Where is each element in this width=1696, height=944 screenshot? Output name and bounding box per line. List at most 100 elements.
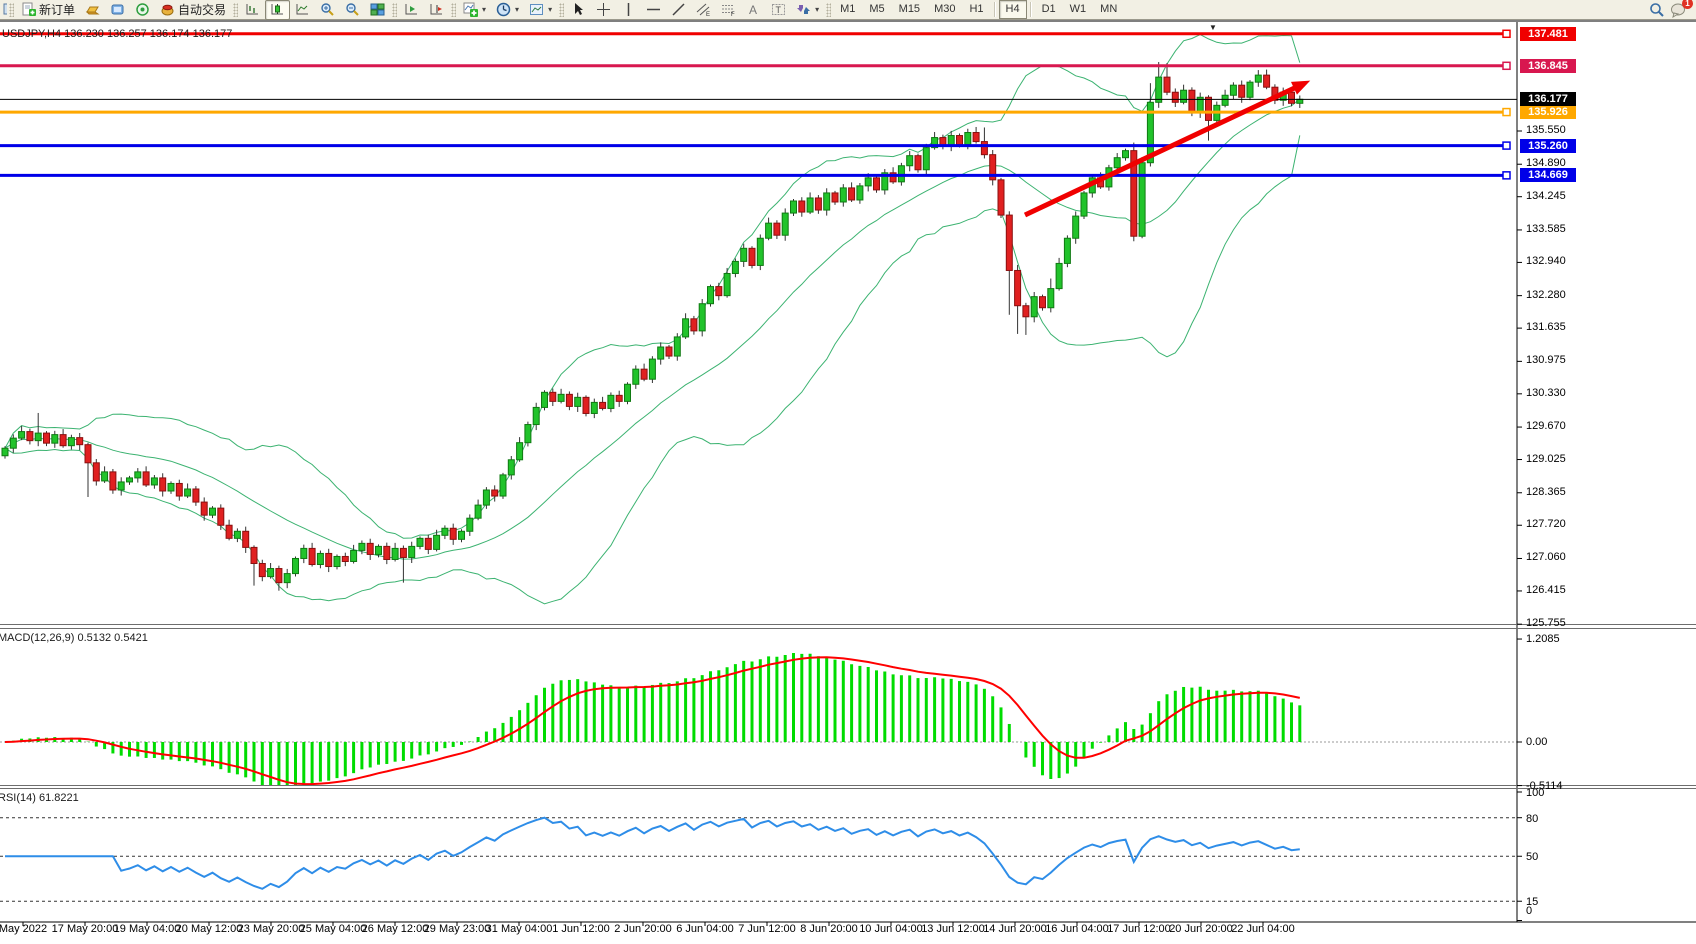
toolbar: 新订单 自动交易 ▾ ▾ ▾ E F A T ▾ M1 M5 M15 M30 H1 H4 D… <box>0 0 1696 20</box>
gold-bar-icon <box>85 2 100 17</box>
toolbar-grip[interactable] <box>451 2 457 17</box>
templates-button[interactable]: ▾ <box>524 0 557 20</box>
chart-shift-marker[interactable]: ▼ <box>1209 23 1217 32</box>
time-axis-label[interactable]: 26 May 12:00 <box>361 923 429 935</box>
macd-pane[interactable] <box>0 629 1696 785</box>
price-tick-label: 126.415 <box>1526 583 1566 596</box>
time-axis-label[interactable]: 19 May 04:00 <box>113 923 181 935</box>
timeframe-button-m30[interactable]: M30 <box>934 3 956 15</box>
time-axis-label[interactable]: 20 May 12:00 <box>175 923 243 935</box>
fibonacci-tool-button[interactable]: F <box>716 0 741 20</box>
trendline-tool-button[interactable] <box>666 0 691 20</box>
tile-windows-button[interactable] <box>365 0 390 20</box>
level-handle[interactable] <box>1502 61 1511 71</box>
time-axis-label[interactable]: 17 Jun 12:00 <box>1107 923 1171 935</box>
zoom-in-button[interactable] <box>315 0 340 20</box>
notification-badge: 1 <box>1682 0 1693 9</box>
timeframe-button-m5[interactable]: M5 <box>869 3 885 15</box>
current-price-badge: 136.177 <box>1520 92 1576 107</box>
time-axis-label[interactable]: 17 May 20:00 <box>51 923 119 935</box>
time-axis-label[interactable]: 14 Jun 20:00 <box>983 923 1047 935</box>
search-icon[interactable] <box>1649 2 1664 17</box>
level-handle[interactable] <box>1502 29 1511 39</box>
price-level-badge[interactable]: 134.669 <box>1520 168 1576 183</box>
price-tick-label: 125.755 <box>1526 617 1566 630</box>
time-axis-label[interactable]: 16 Jun 04:00 <box>1045 923 1109 935</box>
level-handle[interactable] <box>1502 107 1511 117</box>
periods-button[interactable]: ▾ <box>491 0 524 20</box>
toolbar-grip[interactable] <box>392 2 398 17</box>
timeframe-button-h4[interactable]: H4 <box>998 0 1027 19</box>
time-axis-label[interactable]: 1 Jun 12:00 <box>552 923 610 935</box>
time-axis-label[interactable]: 6 Jun 04:00 <box>676 923 734 935</box>
level-handle[interactable] <box>1502 171 1511 180</box>
time-axis-label[interactable]: 2 Jun 20:00 <box>614 923 672 935</box>
crosshair-tool-button[interactable] <box>591 0 616 20</box>
price-tick-label: 135.550 <box>1526 124 1566 136</box>
svg-text:E: E <box>706 12 710 17</box>
main-price-pane[interactable] <box>0 22 1696 624</box>
time-axis-label[interactable]: 10 Jun 04:00 <box>859 923 923 935</box>
autotrading-label: 自动交易 <box>178 3 227 17</box>
data-window-icon <box>110 2 125 17</box>
toolbar-grip[interactable] <box>9 2 14 17</box>
timeframe-button-mn[interactable]: MN <box>1100 3 1118 15</box>
timeframe-button-m15[interactable]: M15 <box>898 3 921 15</box>
market-watch-button[interactable] <box>80 0 105 20</box>
trend-arrow[interactable] <box>1023 81 1305 218</box>
chart-window[interactable]: USDJPY,H4 136.230 136.257 136.174 136.17… <box>0 20 1696 944</box>
signal-icon <box>135 2 150 17</box>
autotrading-icon <box>160 2 175 17</box>
time-axis-label[interactable]: 23 May 20:00 <box>237 923 305 935</box>
bar-chart-icon <box>245 2 260 17</box>
timeframe-button-h1[interactable]: H1 <box>969 3 984 15</box>
toolbar-grip[interactable] <box>826 2 832 17</box>
toolbar-grip[interactable] <box>233 2 239 17</box>
toolbar-grip[interactable] <box>559 2 565 17</box>
time-axis-label[interactable]: 22 Jun 04:00 <box>1231 923 1295 935</box>
vline-tool-button[interactable] <box>616 0 641 20</box>
hline-tool-button[interactable] <box>641 0 666 20</box>
time-axis-label[interactable]: 13 Jun 12:00 <box>921 923 985 935</box>
channel-tool-button[interactable]: E <box>691 0 716 20</box>
svg-text:T: T <box>776 5 782 15</box>
price-level-badge[interactable]: 135.260 <box>1520 138 1576 153</box>
time-axis-label[interactable]: 29 May 23:00 <box>423 923 491 935</box>
time-axis-label[interactable]: 20 Jun 20:00 <box>1169 923 1233 935</box>
chart-shift-button[interactable] <box>424 0 449 20</box>
autotrading-button[interactable]: 自动交易 <box>155 0 231 20</box>
timeframe-button-w1[interactable]: W1 <box>1069 3 1087 15</box>
auto-scroll-button[interactable] <box>399 0 424 20</box>
line-chart-icon <box>295 2 310 17</box>
time-axis-label[interactable]: 31 May 04:00 <box>485 923 553 935</box>
text-label-tool-button[interactable]: T <box>766 0 791 20</box>
dropdown-caret: ▾ <box>815 5 820 14</box>
price-level-badge[interactable]: 136.845 <box>1520 58 1576 73</box>
indicators-button[interactable]: ▾ <box>458 0 491 20</box>
new-order-button[interactable]: 新订单 <box>16 0 80 20</box>
timeframe-group: M1 M5 M15 M30 H1 H4 D1 W1 MN <box>833 0 1124 19</box>
time-axis-label[interactable]: 25 May 04:00 <box>299 923 367 935</box>
time-axis-label[interactable]: 7 Jun 12:00 <box>738 923 796 935</box>
cursor-tool-button[interactable] <box>566 0 591 20</box>
price-level-badge[interactable]: 137.481 <box>1520 26 1576 41</box>
timeframe-button-d1[interactable]: D1 <box>1041 3 1056 15</box>
timeframe-button-m1[interactable]: M1 <box>840 3 856 15</box>
clipped-window-icon <box>0 2 7 17</box>
candlestick-chart-button[interactable] <box>265 0 291 20</box>
text-tool-button[interactable]: A <box>741 0 766 20</box>
price-level-badge[interactable]: 135.926 <box>1520 105 1576 120</box>
zoom-out-button[interactable] <box>340 0 365 20</box>
arrows-tool-button[interactable]: ▾ <box>791 0 824 20</box>
signals-button[interactable] <box>130 0 155 20</box>
price-tick-label: 130.975 <box>1526 354 1566 367</box>
line-chart-button[interactable] <box>290 0 315 20</box>
bar-chart-button[interactable] <box>240 0 265 20</box>
time-axis-label[interactable]: May 2022 <box>0 923 48 935</box>
rsi-pane[interactable] <box>0 789 1696 922</box>
data-window-button[interactable] <box>105 0 130 20</box>
notifications-icon[interactable]: 1 <box>1670 0 1693 18</box>
price-tick-label: 131.635 <box>1526 321 1566 334</box>
time-axis-label[interactable]: 8 Jun 20:00 <box>800 923 858 935</box>
level-handle[interactable] <box>1502 141 1511 150</box>
